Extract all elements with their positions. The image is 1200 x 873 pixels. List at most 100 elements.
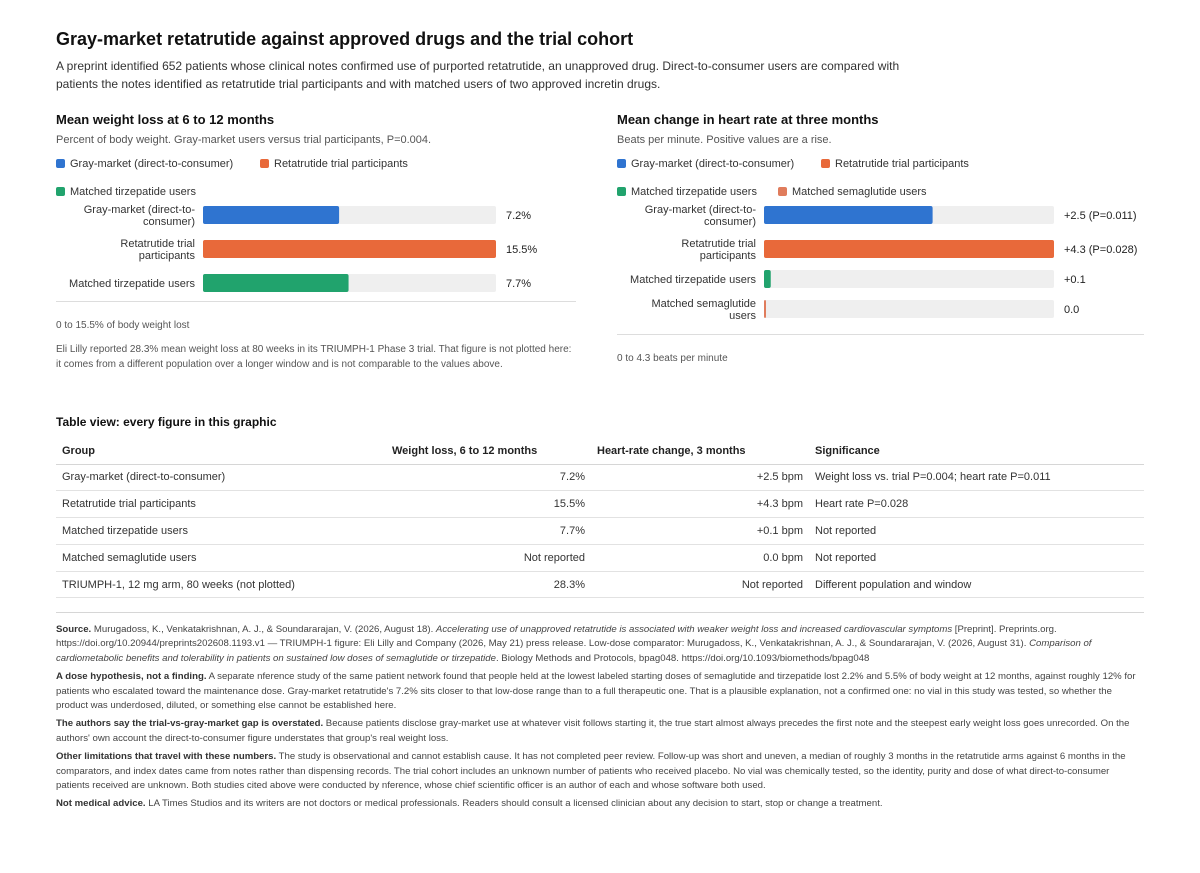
table-cell: +0.1 bpm — [591, 517, 809, 545]
table-cell: Matched tirzepatide users — [56, 517, 386, 545]
legend-item-trial: Retatrutide trial participants — [821, 157, 969, 171]
bar-label-tirzepatide: Matched tirzepatide users — [69, 278, 195, 290]
bar-label-tirzepatide: Matched tirzepatide users — [630, 274, 756, 286]
table-row: Retatrutide trial participants 15.5% +4.3 … — [56, 490, 1144, 519]
value-label-tirzepatide: 7.7% — [506, 278, 531, 290]
table-row: Gray-market (direct-to-consumer) 7.2% +2.5… — [56, 464, 1144, 492]
charts-row: Mean weight loss at 6 to 12 months Perce… — [56, 111, 1144, 411]
legend-label: Matched semaglutide users — [792, 186, 927, 198]
legend-swatch — [56, 159, 65, 168]
legend-item-trial: Retatrutide trial participants — [260, 157, 408, 171]
legend-item-tirzepatide: Matched tirzepatide users — [617, 185, 757, 199]
legend-item-semaglutide: Matched semaglutide users — [778, 185, 927, 199]
table-cell: Different population and window — [809, 571, 1144, 599]
table-cell: Weight loss vs. trial P=0.004; heart rat… — [809, 464, 1144, 492]
graphic: Gray-market retatrutide against approved… — [56, 28, 1144, 809]
column-header-significance: Significance — [809, 438, 1144, 465]
bar-track — [764, 300, 1054, 318]
bar-trial — [764, 240, 1054, 258]
table-row: Matched tirzepatide users 7.7% +0.1 bpm Not… — [56, 517, 1144, 545]
data-table-section: Table view: every figure in this graphic… — [56, 415, 1144, 599]
bar-trial — [203, 240, 496, 258]
advice-note: Not medical advice. LA Times Studios and… — [56, 797, 1144, 811]
bar-label-semaglutide: Matched semaglutide — [651, 298, 756, 310]
table-cell: TRIUMPH-1, 12 mg arm, 80 weeks (not plot… — [56, 571, 386, 599]
legend-label: Retatrutide trial participants — [274, 158, 408, 170]
page-title: Gray-market retatrutide against approved… — [56, 29, 634, 49]
source-notes: Source. Murugadoss, K., Venkatakrishnan,… — [56, 612, 1144, 816]
bar-label-gray-market: consumer) — [143, 216, 195, 228]
table-cell: Not reported — [591, 571, 809, 599]
table-row: TRIUMPH-1, 12 mg arm, 80 weeks (not plot… — [56, 571, 1144, 599]
intro-text: A preprint identified 652 patients whose… — [56, 59, 900, 91]
bar-label-trial: Retatrutide trial — [120, 238, 195, 250]
value-label-gray-market: +2.5 (P=0.011) — [1064, 210, 1137, 222]
bar-tirzepatide — [203, 274, 349, 292]
bar-gray-market — [203, 206, 340, 224]
table-title: Table view: every figure in this graphic — [56, 415, 277, 429]
legend-item-tirzepatide: Matched tirzepatide users — [56, 185, 196, 199]
chart-title: Mean change in heart rate at three month… — [617, 112, 879, 127]
note-label: A dose hypothesis, not a finding. — [56, 671, 207, 683]
legend-swatch — [260, 159, 269, 168]
note-text: A separate nference study of the same pa… — [56, 671, 1136, 712]
source-note: Source. Murugadoss, K., Venkatakrishnan,… — [56, 623, 1144, 666]
dose-note: A dose hypothesis, not a finding. A sepa… — [56, 670, 1144, 713]
value-label-tirzepatide: +0.1 — [1064, 274, 1086, 286]
legend-swatch — [617, 187, 626, 196]
legend-item-gray-market: Gray-market (direct-to-consumer) — [56, 157, 233, 171]
data-table: Group Weight loss, 6 to 12 months Heart-… — [56, 438, 1144, 599]
table-header-row: Group Weight loss, 6 to 12 months Heart-… — [56, 438, 1144, 465]
bar-label-semaglutide: users — [729, 310, 756, 322]
bar-label-gray-market: consumer) — [704, 216, 756, 228]
legend-swatch — [617, 159, 626, 168]
legend-label: Gray-market (direct-to-consumer) — [70, 158, 234, 170]
heart-rate-bars: Gray-market (direct-to-consumer) +2.5 (P=… — [617, 204, 1144, 335]
value-label-gray-market: 7.2% — [506, 210, 531, 222]
bar-label-trial: participants — [700, 250, 757, 262]
table-cell: Not reported — [386, 544, 591, 572]
table-cell: Not reported — [809, 517, 1144, 545]
bar-label-trial: participants — [139, 250, 196, 262]
column-header-heart-rate: Heart-rate change, 3 months — [591, 438, 809, 465]
value-label-semaglutide: 0.0 — [1064, 304, 1079, 316]
bar-label-trial: Retatrutide trial — [681, 238, 756, 250]
table-cell: Gray-market (direct-to-consumer) — [56, 464, 386, 492]
heart-rate-chart: Mean change in heart rate at three month… — [617, 111, 1144, 364]
column-header-weight: Weight loss, 6 to 12 months — [386, 438, 591, 465]
table-cell: +2.5 bpm — [591, 464, 809, 492]
legend-swatch — [821, 159, 830, 168]
table-row: Matched semaglutide users Not reported 0.0… — [56, 544, 1144, 572]
note-text: LA Times Studios and its writers are not… — [148, 798, 883, 810]
note-text: The study is observational and cannot es… — [56, 751, 1126, 792]
weight-loss-chart: Mean weight loss at 6 to 12 months Perce… — [56, 111, 576, 370]
table-cell: Heart rate P=0.028 — [809, 490, 1144, 519]
value-label-trial: +4.3 (P=0.028) — [1064, 244, 1137, 256]
bar-label-gray-market: Gray-market (direct-to- — [84, 204, 196, 216]
legend-label: Matched tirzepatide users — [631, 186, 757, 198]
legend-label: Matched tirzepatide users — [70, 186, 196, 198]
legend-label: Gray-market (direct-to-consumer) — [631, 158, 795, 170]
legend-swatch — [56, 187, 65, 196]
note-label: Source. — [56, 624, 92, 635]
bar-track — [764, 270, 1054, 288]
chart-title: Mean weight loss at 6 to 12 months — [56, 112, 275, 127]
chart-subtitle: Beats per minute. Positive values are a … — [617, 134, 832, 146]
value-label-trial: 15.5% — [506, 244, 537, 256]
chart-subtitle: Percent of body weight. Gray-market user… — [56, 134, 432, 146]
note-text: Because patients disclose gray-market us… — [56, 718, 1130, 744]
table-cell: 7.2% — [386, 464, 591, 492]
legend-item-gray-market: Gray-market (direct-to-consumer) — [617, 157, 794, 171]
source-text: [Preprint]. Preprints.org. https://doi.o… — [56, 624, 1057, 650]
gap-note: The authors say the trial-vs-gray-market… — [56, 717, 1144, 746]
note-label: Not medical advice. — [56, 798, 146, 810]
bar-gray-market — [764, 206, 933, 224]
bar-label-gray-market: Gray-market (direct-to- — [645, 204, 757, 216]
limitations-note: Other limitations that travel with these… — [56, 750, 1144, 793]
column-header-group: Group — [56, 438, 386, 465]
source-title: Accelerating use of unapproved retatruti… — [435, 624, 953, 635]
weight-loss-bars: Gray-market (direct-to-consumer) 7.2% Reta… — [56, 204, 576, 302]
bar-tirzepatide — [764, 270, 771, 288]
note-label: Other limitations that travel with these… — [56, 751, 277, 763]
range-note: 0 to 15.5% of body weight lost — [56, 320, 190, 331]
